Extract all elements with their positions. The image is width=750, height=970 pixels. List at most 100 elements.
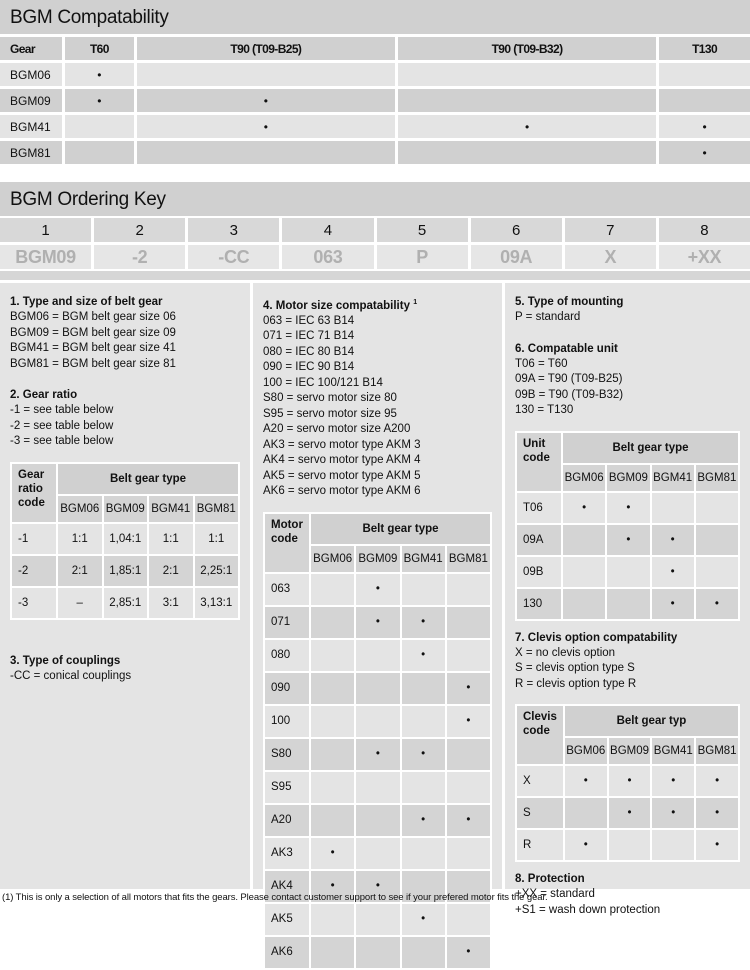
- section: 6. Compatable unit T06 = T60 09A = T90 (T0…: [515, 342, 740, 419]
- table-cell: [446, 771, 490, 803]
- table-cell: •: [696, 766, 738, 796]
- row-code: 071: [265, 606, 309, 638]
- table-cell: •: [696, 798, 738, 828]
- compat-cell: [659, 63, 750, 86]
- table-row: S80 • •: [265, 738, 490, 770]
- section-title: 5. Type of mounting: [515, 295, 740, 310]
- table-cell: •: [696, 830, 738, 860]
- row-code: S80: [265, 738, 309, 770]
- table-cell: [401, 705, 445, 737]
- row-code: X: [517, 766, 563, 796]
- row-code: -3: [12, 587, 56, 618]
- table-cell: [446, 573, 490, 605]
- column-header: BGM81: [194, 495, 238, 522]
- table-cell: •: [564, 766, 607, 796]
- table-cell: [356, 837, 400, 869]
- section-title-text: 1. Type and size of belt gear: [10, 296, 163, 308]
- table-row: 09A • •: [517, 524, 738, 555]
- section-title-text: 7. Clevis option compatability: [515, 631, 678, 644]
- table-cell: [356, 771, 400, 803]
- table-cell: [563, 588, 606, 619]
- table-cell: •: [607, 492, 650, 523]
- table-cell: •: [446, 936, 490, 968]
- section-line: 080 = IEC 80 B14: [263, 345, 355, 358]
- table-row: T06 • •: [517, 492, 738, 523]
- compat-cell: [136, 141, 395, 164]
- table-cell: •: [652, 766, 695, 796]
- table-cell: [652, 830, 695, 860]
- table-cell: [356, 903, 400, 935]
- section: 4. Motor size compatability 1 063 = IEC 6…: [263, 295, 492, 500]
- table-row: A20 • •: [265, 804, 490, 836]
- row-code: -2: [12, 555, 56, 586]
- table-row: 080 •: [265, 639, 490, 671]
- table-cell: •: [356, 738, 400, 770]
- table-cell: 2:1: [58, 555, 102, 586]
- column-header: Gear: [0, 37, 62, 60]
- row-code: AK5: [265, 903, 309, 935]
- section-line: BGM41 = BGM belt gear size 41: [10, 342, 176, 354]
- table-cell: [356, 672, 400, 704]
- section: 5. Type of mounting P = standard: [515, 295, 740, 326]
- table-row: 090 •: [265, 672, 490, 704]
- column-header: BGM09: [103, 495, 147, 522]
- table-cell: 3:1: [149, 587, 193, 618]
- section-line: -1 = see table below: [10, 404, 114, 416]
- section-line: AK3 = servo motor type AKM 3: [263, 438, 421, 451]
- table-cell: •: [311, 837, 355, 869]
- table-cell: [311, 573, 355, 605]
- compat-cell: [397, 89, 657, 112]
- table-cell: •: [564, 830, 607, 860]
- table-cell: 2:1: [149, 555, 193, 586]
- section-line: +S1 = wash down protection: [515, 903, 661, 916]
- section: 2. Gear ratio -1 = see table below -2 = se…: [10, 388, 240, 450]
- column-header: T90 (T09-B25): [136, 37, 395, 60]
- group-header: Belt gear typ: [564, 706, 738, 736]
- column-header: BGM09: [356, 545, 400, 572]
- clevis-code-table: Clevis code Belt gear typ BGM06 BGM09 BGM41 B…: [515, 704, 740, 862]
- position-number: 1: [0, 218, 92, 242]
- table-row: BGM81 •: [0, 141, 750, 164]
- column-header: T90 (T09-B32): [397, 37, 657, 60]
- section-title: 7. Clevis option compatability: [515, 631, 740, 646]
- position-number: 3: [188, 218, 280, 242]
- section-line: -2 = see table below: [10, 419, 114, 432]
- table-cell: [401, 837, 445, 869]
- table-cell: •: [446, 804, 490, 836]
- compat-cell: [397, 63, 657, 86]
- table-cell: [695, 524, 738, 555]
- table-row: AK5 •: [265, 903, 490, 935]
- middle-column: 4. Motor size compatability 1 063 = IEC 6…: [253, 283, 502, 970]
- section-title-text: 2. Gear ratio: [10, 389, 78, 401]
- table-cell: •: [401, 738, 445, 770]
- section-title: 1. Type and size of belt gear: [10, 295, 240, 310]
- section-title: 3. Type of couplings: [10, 654, 240, 669]
- table-cell: 1:1: [58, 523, 102, 554]
- position-number: 4: [282, 218, 374, 242]
- footnote: (1) This is only a selection of all moto…: [2, 892, 548, 903]
- table-row: BGM06 •: [0, 63, 750, 86]
- section-title: 2. Gear ratio: [10, 388, 240, 403]
- table-cell: [446, 903, 490, 935]
- table-cell: 1,04:1: [103, 523, 147, 554]
- section-line: R = clevis option type R: [515, 677, 637, 690]
- section-title-text: 3. Type of couplings: [10, 654, 121, 667]
- section-line: S = clevis option type S: [515, 662, 635, 674]
- section: 7. Clevis option compatability X = no cle…: [515, 631, 740, 693]
- example-code: 09A: [470, 245, 562, 269]
- table-cell: [356, 936, 400, 968]
- table-cell: •: [446, 705, 490, 737]
- column-header: BGM41: [652, 738, 695, 764]
- table-row: 071 • •: [265, 606, 490, 638]
- section-line: S80 = servo motor size 80: [263, 392, 397, 405]
- section-line: AK4 = servo motor type AKM 4: [263, 454, 421, 467]
- section-line: 09B = T90 (T09-B32): [515, 388, 624, 401]
- table-cell: [607, 588, 650, 619]
- row-header: Motor code: [265, 513, 309, 572]
- compat-cell: •: [136, 89, 395, 112]
- row-code: AK6: [265, 936, 309, 968]
- table-cell: [401, 672, 445, 704]
- example-code: BGM09: [0, 245, 92, 269]
- table-cell: –: [58, 587, 102, 618]
